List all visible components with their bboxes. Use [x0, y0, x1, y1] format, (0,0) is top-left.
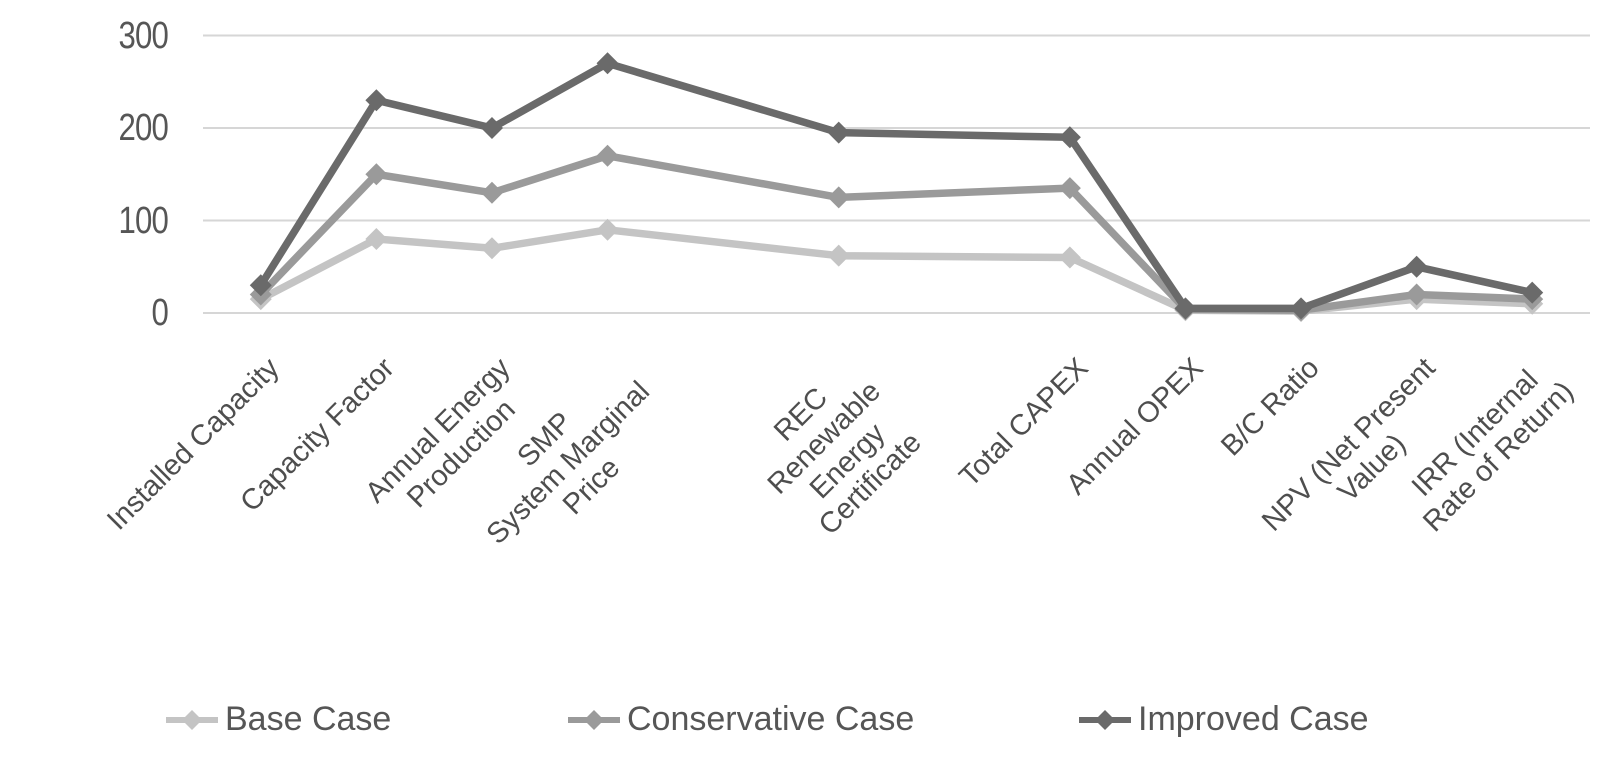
data-point-improved-case-capacity-factor	[365, 89, 388, 112]
data-point-base-case-smp-system-marginal-price	[596, 218, 619, 241]
data-point-conservative-case-rec-renewable-energy-certificate	[827, 186, 850, 209]
series-line-base-case	[259, 226, 1533, 315]
data-point-improved-case-installed-capacity	[249, 274, 272, 297]
data-point-conservative-case-annual-energy-production	[480, 181, 503, 204]
data-point-base-case-annual-energy-production	[480, 237, 503, 260]
legend-item-label: Improved Case	[1138, 700, 1369, 738]
y-axis-tick-label: 200	[118, 107, 168, 149]
y-axis-tick-label: 100	[118, 199, 168, 242]
data-point-improved-case-smp-system-marginal-price	[596, 52, 619, 75]
data-point-base-case-rec-renewable-energy-certificate	[827, 244, 850, 267]
legend-item-base-case: Base Case	[165, 700, 391, 739]
series-line-conservative-case	[258, 152, 1533, 314]
y-axis-tick-label: 300	[118, 14, 168, 57]
data-point-conservative-case-smp-system-marginal-price	[596, 144, 619, 167]
data-point-conservative-case-capacity-factor	[365, 163, 388, 186]
legend-item-label: Base Case	[225, 700, 392, 738]
data-point-improved-case-rec-renewable-energy-certificate	[827, 121, 850, 144]
legend-diamond-marker-icon	[1079, 709, 1131, 730]
data-point-improved-case-annual-energy-production	[480, 117, 503, 139]
legend-diamond-marker-icon	[166, 709, 218, 730]
data-point-conservative-case-npv-net-present-value	[1405, 283, 1428, 306]
data-point-conservative-case-total-capex	[1058, 177, 1081, 200]
legend-diamond-marker-icon	[568, 709, 620, 730]
data-point-base-case-capacity-factor	[365, 228, 388, 250]
data-point-base-case-total-capex	[1058, 246, 1081, 269]
data-point-improved-case-annual-opex	[1174, 297, 1197, 320]
data-point-improved-case-npv-net-present-value	[1405, 255, 1428, 278]
legend-item-conservative-case: Conservative Case	[567, 700, 914, 739]
data-point-improved-case-b-c-ratio	[1290, 297, 1313, 320]
data-point-improved-case-irr-internal-rate-of-return	[1521, 281, 1544, 304]
legend-item-label: Conservative Case	[627, 700, 915, 738]
data-point-improved-case-total-capex	[1058, 126, 1081, 149]
legend-item-improved-case: Improved Case	[1078, 700, 1369, 739]
series-line-improved-case	[257, 59, 1534, 313]
y-axis-tick-label: 0	[151, 292, 168, 334]
